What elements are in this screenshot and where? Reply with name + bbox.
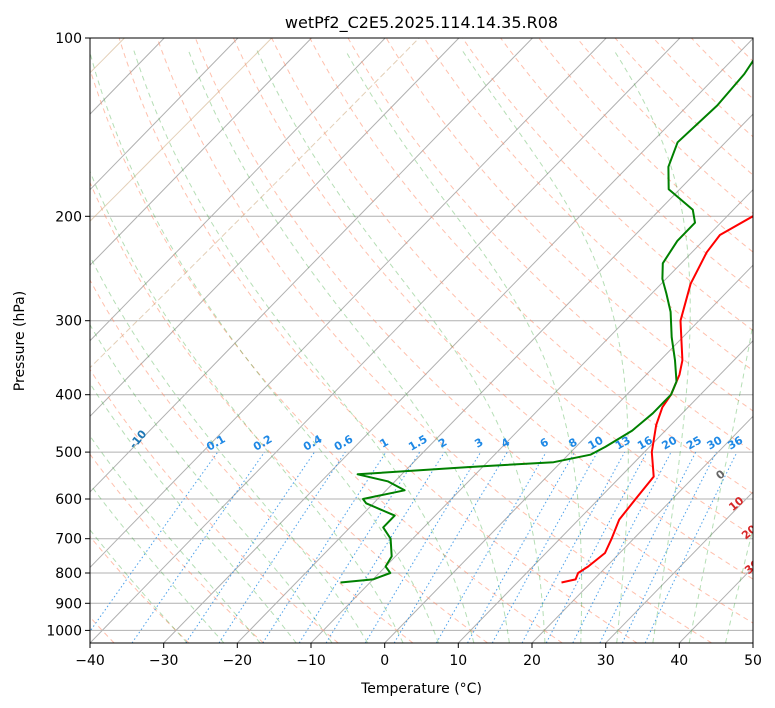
y-tick-label: 500 bbox=[55, 445, 82, 461]
x-tick-label: 50 bbox=[744, 653, 762, 669]
mixing-ratio-line bbox=[491, 451, 598, 643]
x-axis-label: Temperature (°C) bbox=[360, 681, 482, 697]
y-tick-label: 800 bbox=[55, 566, 82, 582]
dry-adiabat bbox=[347, 38, 753, 453]
x-tick-label: −30 bbox=[149, 653, 179, 669]
mixing-ratio-line bbox=[262, 451, 387, 643]
isentrope-curve bbox=[90, 38, 420, 369]
moist-adiabat bbox=[90, 529, 188, 643]
x-tick-label: −20 bbox=[223, 653, 253, 669]
dry-adiabat bbox=[309, 38, 753, 495]
dry-adiabat bbox=[90, 181, 488, 643]
mixing-ratio-line bbox=[621, 451, 717, 643]
x-tick-label: 40 bbox=[670, 653, 688, 669]
dry-adiabat bbox=[118, 38, 638, 643]
y-tick-label: 900 bbox=[55, 596, 82, 612]
mixing-ratio-line bbox=[435, 451, 547, 643]
mixing-ratio-line bbox=[364, 451, 482, 643]
plot-frame bbox=[89, 37, 754, 644]
dry-adiabat bbox=[90, 279, 414, 643]
x-tick-label: −40 bbox=[75, 653, 105, 669]
moist-adiabat bbox=[613, 50, 691, 643]
y-axis-label: Pressure (hPa) bbox=[12, 291, 28, 391]
mixing-ratio-line bbox=[644, 451, 738, 643]
moist-adiabat bbox=[688, 321, 753, 643]
mixing-ratio-line bbox=[521, 451, 626, 643]
isotherm-gridline bbox=[163, 38, 753, 643]
x-tick-label: 30 bbox=[597, 653, 615, 669]
moist-adiabat bbox=[90, 50, 439, 643]
isotherm-gridline bbox=[531, 415, 753, 643]
y-tick-label: 700 bbox=[55, 532, 82, 548]
isotherm-gridline bbox=[90, 38, 607, 569]
moist-adiabat bbox=[188, 50, 510, 643]
moist-adiabat bbox=[345, 50, 583, 643]
isotherm-gridline bbox=[90, 38, 312, 266]
y-tick-label: 200 bbox=[55, 209, 82, 225]
moist-adiabat bbox=[133, 50, 475, 643]
x-tick-label: −10 bbox=[296, 653, 326, 669]
dry-adiabat bbox=[194, 38, 753, 624]
mixing-ratio-line bbox=[393, 451, 508, 643]
moist-adiabat bbox=[90, 483, 225, 643]
x-tick-label: 10 bbox=[449, 653, 467, 669]
isotherm-gridline bbox=[457, 340, 753, 643]
mixing-ratio-line bbox=[90, 451, 219, 633]
dewpoint-profile-line bbox=[340, 59, 753, 584]
isentrope-curve bbox=[90, 38, 273, 222]
y-tick-label: 1000 bbox=[46, 623, 82, 639]
dry-adiabat bbox=[271, 38, 753, 537]
y-tick-label: 600 bbox=[55, 492, 82, 508]
mixing-ratio-line bbox=[298, 451, 421, 643]
mixing-ratio-line bbox=[467, 451, 576, 643]
moist-adiabat bbox=[90, 170, 404, 643]
x-tick-label: 0 bbox=[380, 653, 389, 669]
moist-adiabat bbox=[256, 50, 546, 643]
isotherm-gridline bbox=[90, 38, 681, 643]
moist-adiabat bbox=[90, 435, 261, 643]
dry-adiabat bbox=[423, 38, 753, 372]
mixing-ratio-line bbox=[325, 451, 445, 643]
moist-adiabat bbox=[90, 382, 297, 643]
chart-title: wetPf2_C2E5.2025.114.14.35.R08 bbox=[285, 13, 558, 33]
moist-adiabat bbox=[461, 50, 629, 643]
moist-adiabat-label: 30 bbox=[742, 557, 762, 577]
isotherm-gridline bbox=[90, 38, 533, 493]
dry-adiabat bbox=[90, 535, 190, 643]
dry-adiabat bbox=[385, 38, 753, 412]
dry-adiabat bbox=[233, 38, 753, 580]
x-tick-label: 20 bbox=[523, 653, 541, 669]
plot-area: -100-90-80-70-60-50-40-30-20-100.10.20.4… bbox=[90, 38, 762, 643]
isotherm-gridline bbox=[605, 491, 753, 643]
isotherm-gridline bbox=[90, 38, 239, 191]
y-tick-label: 100 bbox=[55, 31, 82, 47]
y-tick-label: 400 bbox=[55, 388, 82, 404]
moist-adiabat bbox=[90, 255, 369, 643]
y-tick-label: 300 bbox=[55, 314, 82, 330]
moist-adiabat bbox=[90, 323, 333, 643]
isotherm-gridline bbox=[384, 264, 753, 643]
isotherm-gridline bbox=[90, 38, 460, 418]
isotherm-gridline bbox=[236, 113, 753, 643]
dry-adiabat bbox=[156, 38, 712, 643]
